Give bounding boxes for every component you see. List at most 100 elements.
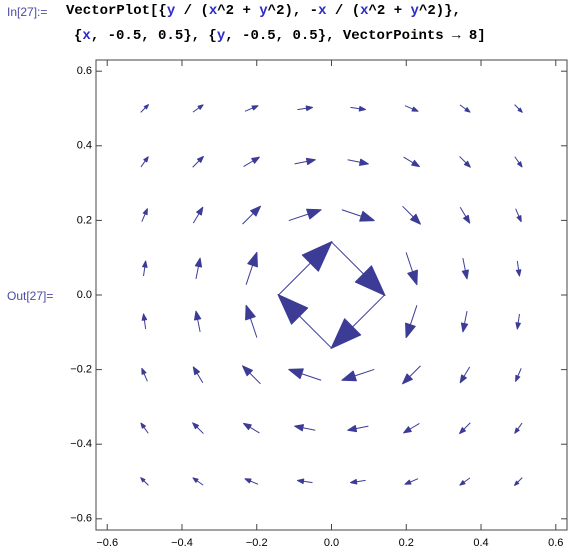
vector-arrow xyxy=(140,422,149,434)
vector-arrow xyxy=(459,477,471,486)
vector-arrow xyxy=(140,477,149,486)
x-tick-label: 0.2 xyxy=(399,537,414,549)
vector-arrow xyxy=(297,105,314,112)
code-token: / ( xyxy=(175,3,209,19)
vector-arrow xyxy=(347,424,369,433)
code-token: ^2)}, xyxy=(418,3,461,19)
vector-arrow xyxy=(330,294,386,349)
code-token: x xyxy=(208,3,218,19)
vector-arrow xyxy=(459,156,471,168)
code-token: y xyxy=(259,3,268,19)
vector-arrow xyxy=(192,477,204,486)
vector-arrow xyxy=(515,260,522,277)
x-tick-label: −0.4 xyxy=(171,537,193,549)
vector-arrow xyxy=(192,366,204,384)
x-tick-label: 0.6 xyxy=(548,537,563,549)
y-tick-label: −0.4 xyxy=(70,438,92,450)
vector-arrow xyxy=(460,311,469,333)
vector-arrow xyxy=(192,206,204,224)
vector-arrow xyxy=(192,155,204,168)
vector-arrow xyxy=(404,105,419,112)
vector-arrow xyxy=(244,478,259,485)
y-tick-label: 0.4 xyxy=(77,140,92,152)
vector-arrow xyxy=(347,158,369,166)
code-token: VectorPlot[{ xyxy=(66,3,167,19)
y-tick-label: 0.0 xyxy=(77,289,92,301)
vector-arrow xyxy=(242,205,261,225)
vector-arrow xyxy=(296,478,313,485)
vector-arrow xyxy=(194,310,202,332)
vector-arrow xyxy=(459,206,471,224)
plot-frame xyxy=(95,59,568,531)
vector-arrow xyxy=(288,208,322,222)
vector-arrow xyxy=(242,365,261,385)
vector-arrow xyxy=(141,208,148,222)
y-tick-label: 0.6 xyxy=(77,65,92,77)
code-token: x xyxy=(318,3,327,19)
vector-arrow xyxy=(350,105,367,112)
vector-arrow xyxy=(245,304,258,338)
vector-arrow xyxy=(277,294,333,349)
input-label: In[27]:= xyxy=(7,5,48,19)
vector-arrow xyxy=(294,424,316,432)
vector-arrow xyxy=(459,104,471,113)
vector-arrow xyxy=(404,478,419,485)
vector-arrow xyxy=(514,477,523,486)
y-tick-label: −0.2 xyxy=(70,364,92,376)
x-tick-label: −0.6 xyxy=(96,537,118,549)
code-token: ^2), - xyxy=(267,3,319,19)
code-token: x xyxy=(360,3,369,19)
code-token: / ( xyxy=(326,3,361,19)
y-tick-label: 0.2 xyxy=(77,214,92,226)
code-line: VectorPlot[{y / (x^2 + y^2), -x / (x^2 +… xyxy=(66,3,461,19)
vector-arrow xyxy=(459,366,471,384)
code-token: ^2 + xyxy=(368,3,411,19)
x-tick-label: 0.0 xyxy=(324,537,339,549)
vector-arrow xyxy=(341,368,375,382)
vector-arrow xyxy=(243,156,260,168)
output-label: Out[27]= xyxy=(7,289,54,303)
code-token: { xyxy=(74,28,83,44)
vector-arrow xyxy=(403,156,420,168)
vector-arrow xyxy=(405,252,418,286)
vector-arrow xyxy=(515,313,521,330)
code-token: x xyxy=(82,28,91,44)
vector-arrow xyxy=(514,156,523,168)
vector-arrow xyxy=(515,368,522,382)
vector-arrow xyxy=(341,209,375,222)
x-tick-label: −0.2 xyxy=(246,537,268,549)
vector-arrow xyxy=(244,105,259,112)
vector-arrow xyxy=(141,367,148,382)
vector-arrow xyxy=(142,260,148,277)
vector-arrow xyxy=(192,104,204,113)
vector-arrow xyxy=(403,422,420,434)
code-line: {x, -0.5, 0.5}, {y, -0.5, 0.5}, VectorPo… xyxy=(74,28,486,44)
x-tick-label: 0.4 xyxy=(473,537,488,549)
code-token: y xyxy=(166,3,176,19)
vector-arrow xyxy=(459,422,471,435)
vector-arrow xyxy=(461,258,469,280)
vector-arrow xyxy=(194,257,203,279)
code-token: , -0.5, 0.5}, VectorPoints → 8] xyxy=(225,28,486,44)
vector-arrow xyxy=(277,241,333,296)
vector-arrow xyxy=(515,208,522,223)
code-token: y xyxy=(410,3,419,19)
vector-arrow xyxy=(402,205,421,225)
vector-arrow xyxy=(243,422,260,434)
vector-arrow xyxy=(349,478,366,485)
vector-arrow xyxy=(245,251,258,285)
vector-arrow xyxy=(140,104,149,113)
code-token: y xyxy=(216,28,226,44)
vector-arrow xyxy=(141,313,148,330)
vector-arrow xyxy=(140,156,149,168)
vector-arrow xyxy=(288,368,322,381)
vector-arrow xyxy=(402,365,421,385)
vector-arrow xyxy=(514,422,523,434)
code-token: ^2 + xyxy=(217,3,260,19)
vector-arrow xyxy=(405,305,418,339)
y-tick-label: −0.6 xyxy=(70,513,92,525)
vector-arrow xyxy=(294,157,316,166)
vector-arrow xyxy=(330,241,386,296)
